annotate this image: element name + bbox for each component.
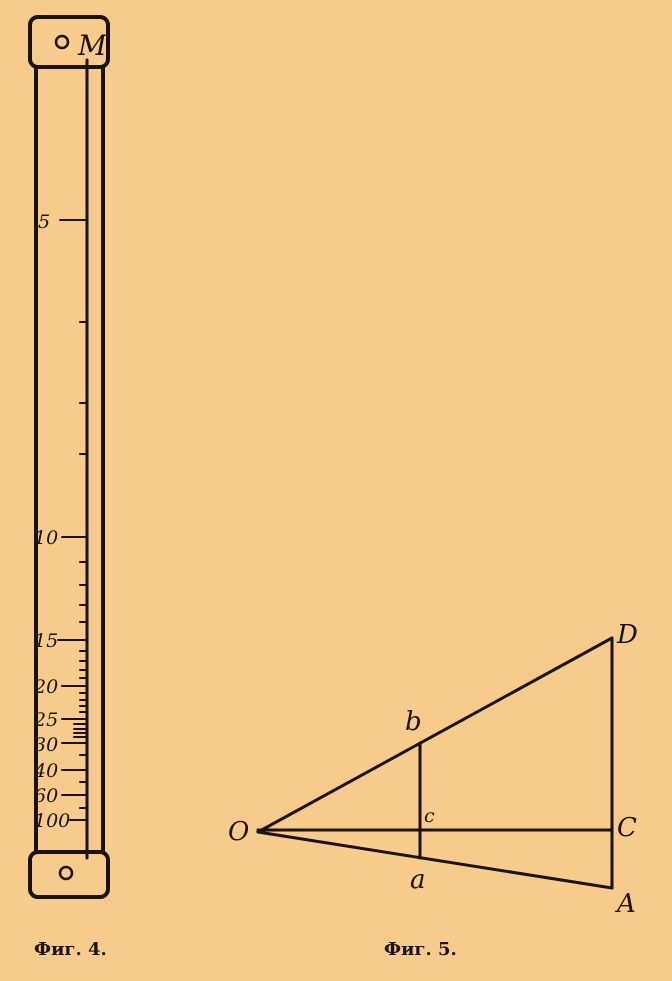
point-label-b: b [405, 707, 422, 737]
scale-label: 10 [34, 527, 58, 549]
figure-4-ruler: M [28, 15, 110, 960]
segment-OA [256, 830, 614, 890]
scale-label: 25 [33, 709, 58, 731]
ruler-top-cap [28, 15, 110, 69]
point-label-c: c [424, 805, 435, 827]
point-label-A: A [615, 889, 636, 919]
ruler-scale-labels: 5 10 15 20 25 30 40 60 100 [33, 211, 70, 832]
segment-OD [256, 636, 614, 834]
figure-5-triangle: O b c a D C A Фиг. 5. [228, 620, 638, 960]
scale-label: 15 [34, 630, 58, 652]
scale-label: 5 [38, 211, 50, 233]
ruler-top-hole-icon [54, 34, 70, 50]
ruler-ticks [57, 219, 88, 821]
ruler-bottom-cap [28, 850, 110, 899]
scale-label: 20 [33, 676, 58, 698]
point-label-C: C [617, 813, 637, 843]
ruler-bottom-hole-icon [58, 865, 74, 881]
ruler-top-mark: M [77, 29, 108, 62]
scale-label: 60 [34, 785, 58, 807]
point-label-O: O [228, 817, 249, 847]
scale-label: 100 [34, 810, 70, 832]
point-label-D: D [616, 620, 638, 650]
figure-5-caption: Фиг. 5. [384, 939, 457, 960]
scale-label: 30 [34, 734, 58, 756]
figure-4-caption: Фиг. 4. [34, 939, 107, 960]
point-label-a: a [410, 865, 426, 895]
scale-label: 40 [33, 760, 58, 782]
